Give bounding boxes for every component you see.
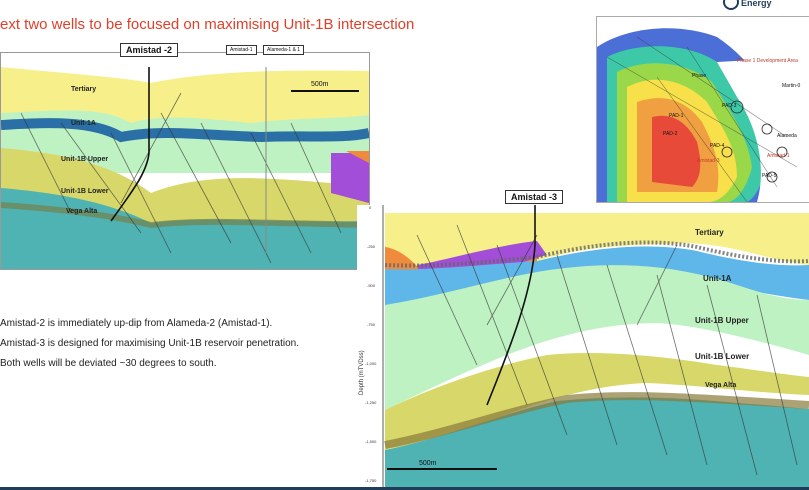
depth-tick-1500: -1,500: [365, 439, 377, 444]
field-map-graphic: Phase 1 Development Area Martin-0 PAD-1 …: [597, 17, 809, 202]
map-label-pad-1: PAD-1: [669, 113, 684, 119]
bullet-item: Amistad-3 is designed for maximising Uni…: [0, 338, 300, 349]
right-scale-label: 500m: [419, 460, 437, 467]
well-label-alameda: Alameda-1 & 1: [263, 45, 305, 55]
depth-tick-750: -750: [367, 322, 376, 327]
cross-section-amistad-3: Depth (mTVDss) 0 -250 -500 -750 -1,000 -…: [357, 205, 809, 490]
cross-section-amistad-2: 500m Tertiary Unit-1A Unit-1B Upper Unit…: [0, 52, 370, 270]
depth-axis-label: Depth (mTVDss): [359, 350, 365, 395]
cross-section-amistad-2-graphic: 500m Tertiary Unit-1A Unit-1B Upper Unit…: [1, 53, 369, 269]
left-unit-1b-lower: Unit-1B Lower: [61, 188, 109, 195]
bullet-item: Both wells will be deviated ~30 degrees …: [0, 358, 217, 369]
right-unit-1a: Unit-1A: [703, 274, 732, 283]
left-scale-label: 500m: [311, 81, 329, 88]
right-unit-1b-lower: Unit-1B Lower: [695, 352, 749, 361]
right-unit-vega-alta: Vega Alta: [705, 382, 736, 389]
bullet-item: Amistad-2 is immediately up-dip from Ala…: [0, 318, 273, 329]
depth-tick-250: -250: [367, 244, 376, 249]
logo-text: Energy: [741, 0, 772, 8]
depth-tick-500: -500: [367, 283, 376, 288]
map-label-amistad-3: Amistad-3: [697, 158, 720, 164]
map-label-pad-5: PAD-5: [762, 173, 777, 179]
right-unit-1b-upper: Unit-1B Upper: [695, 316, 749, 325]
left-unit-vega-alta: Vega Alta: [66, 208, 97, 215]
depth-tick-1000: -1,000: [365, 361, 377, 366]
map-label-pad-2: PAD-2: [663, 131, 678, 137]
company-logo: Energy: [723, 0, 803, 14]
map-label-pad-3: PAD-3: [722, 103, 737, 109]
depth-tick-1250: -1,250: [365, 400, 377, 405]
depth-tick-0: 0: [369, 205, 372, 210]
left-unit-1a: Unit-1A: [71, 120, 96, 127]
slide-title: ext two wells to be focused on maximisin…: [0, 16, 415, 33]
field-map: Phase 1 Development Area Martin-0 PAD-1 …: [596, 16, 809, 203]
map-label-martin: Martin-0: [782, 83, 801, 89]
depth-tick-1750: -1,750: [365, 478, 377, 483]
bullet-list: Amistad-2 is immediately up-dip from Ala…: [0, 314, 299, 374]
well-label-amistad-1: Amistad-1: [226, 45, 257, 55]
map-label-pad-4: PAD-4: [710, 143, 725, 149]
left-unit-tertiary: Tertiary: [71, 86, 96, 93]
well-label-amistad-2: Amistad -2: [120, 43, 179, 57]
map-label-alameda: Alameda: [777, 133, 797, 139]
well-label-amistad-3: Amistad -3: [505, 190, 564, 204]
map-label-amistad-1: Amistad-1: [767, 153, 790, 159]
footer-bar: [0, 487, 809, 490]
map-label-phase: Phase: [692, 73, 706, 79]
cross-section-amistad-3-graphic: Depth (mTVDss) 0 -250 -500 -750 -1,000 -…: [357, 205, 809, 490]
left-unit-1b-upper: Unit-1B Upper: [61, 156, 108, 163]
map-label-phase-area: Phase 1 Development Area: [737, 58, 798, 64]
logo-mark-icon: [723, 0, 739, 10]
right-unit-tertiary: Tertiary: [695, 228, 724, 237]
